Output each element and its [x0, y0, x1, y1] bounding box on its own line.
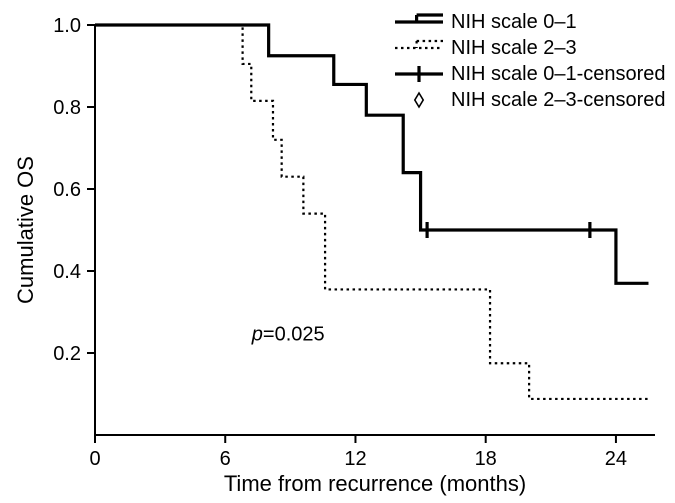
x-tick-label: 0	[89, 448, 100, 470]
legend-label: NIH scale 2–3	[451, 37, 577, 59]
y-axis-label: Cumulative OS	[13, 156, 38, 304]
y-tick-label: 0.6	[53, 179, 81, 201]
legend-label: NIH scale 2–3-censored	[451, 89, 666, 111]
x-tick-label: 12	[344, 448, 366, 470]
legend-label: NIH scale 0–1-censored	[451, 63, 666, 85]
x-tick-label: 18	[475, 448, 497, 470]
x-tick-label: 24	[605, 448, 627, 470]
legend-label: NIH scale 0–1	[451, 11, 577, 33]
y-tick-label: 0.8	[53, 97, 81, 119]
km-chart: 0 6 12 18 24 0.2 0.4 0.6 0.8 1.0 Time from recurre…	[0, 0, 675, 503]
x-axis-label: Time from recurrence (months)	[224, 471, 526, 496]
y-tick-label: 1.0	[53, 15, 81, 37]
x-tick-label: 6	[220, 448, 231, 470]
y-tick-label: 0.2	[53, 343, 81, 365]
y-tick-label: 0.4	[53, 261, 81, 283]
p-value-annotation: p=0.025	[251, 324, 325, 346]
